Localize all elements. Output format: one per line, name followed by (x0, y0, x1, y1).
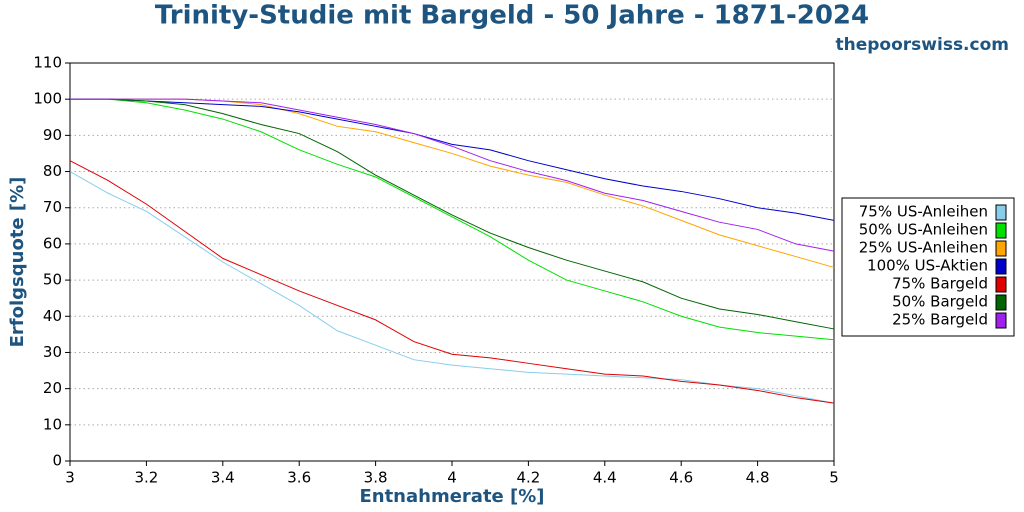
y-tick-label: 70 (43, 198, 62, 216)
legend-swatch (995, 276, 1007, 293)
y-tick-label: 20 (43, 379, 62, 397)
x-tick-label: 4.2 (516, 469, 540, 487)
x-tick-label: 3.8 (364, 469, 388, 487)
legend-swatch (995, 222, 1007, 239)
chart-title: Trinity-Studie mit Bargeld - 50 Jahre - … (155, 1, 869, 31)
y-tick-label: 10 (43, 415, 62, 433)
series-line (70, 98, 835, 252)
y-tick-label: 110 (33, 54, 62, 72)
legend-label: 25% Bargeld (892, 311, 988, 329)
series-line (70, 98, 835, 221)
y-tick-label: 50 (43, 271, 62, 289)
x-tick-label: 4 (447, 469, 457, 487)
x-tick-label: 3.6 (287, 469, 311, 487)
series-line (70, 98, 835, 330)
series-line (70, 98, 835, 341)
y-tick-label: 80 (43, 162, 62, 180)
y-tick-label: 30 (43, 343, 62, 361)
legend-label: 75% Bargeld (892, 275, 988, 293)
legend-label: 25% US-Anleihen (859, 239, 988, 257)
legend-box (841, 197, 1015, 337)
legend-swatch (995, 204, 1007, 221)
series-line (69, 171, 835, 404)
legend-swatch (995, 312, 1007, 329)
legend-label: 50% US-Anleihen (859, 221, 988, 239)
y-tick-label: 0 (52, 452, 62, 470)
legend-swatch (995, 258, 1007, 275)
y-axis-label: Erfolgsquote [%] (7, 177, 28, 348)
x-tick-label: 4.6 (669, 469, 693, 487)
x-tick-label: 4.4 (593, 469, 617, 487)
series-line (69, 160, 835, 404)
y-tick-label: 60 (43, 234, 62, 252)
x-tick-label: 3 (65, 469, 75, 487)
legend-swatch (995, 294, 1007, 311)
x-tick-label: 5 (829, 469, 839, 487)
x-tick-label: 3.2 (134, 469, 158, 487)
source: thepoorswiss.com (836, 35, 1010, 55)
y-tick-label: 90 (43, 126, 62, 144)
legend-label: 50% Bargeld (892, 293, 988, 311)
y-tick-label: 40 (43, 307, 62, 325)
plot-frame (69, 62, 835, 462)
legend-label: 100% US-Aktien (867, 257, 988, 275)
x-axis-label: Entnahmerate [%] (359, 486, 544, 507)
legend-label: 75% US-Anleihen (859, 203, 988, 221)
y-tick-label: 100 (33, 90, 62, 108)
x-tick-label: 4.8 (746, 469, 770, 487)
legend-swatch (995, 240, 1007, 257)
x-tick-label: 3.4 (211, 469, 235, 487)
series-line (70, 98, 835, 268)
